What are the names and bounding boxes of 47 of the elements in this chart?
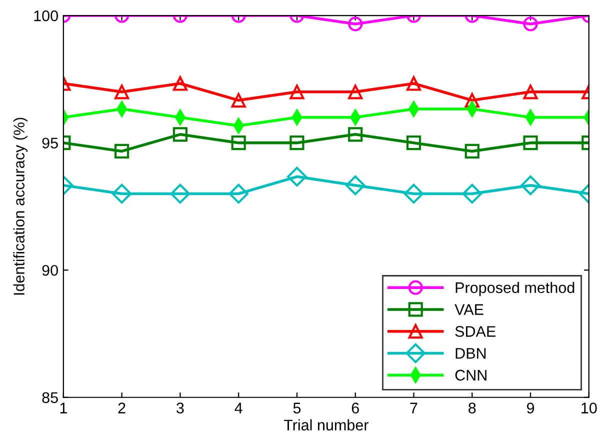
point xyxy=(290,136,304,150)
point xyxy=(290,84,304,100)
x-tick-label: 9 xyxy=(526,402,534,414)
point xyxy=(114,84,130,100)
y-tick-label: 90 xyxy=(42,264,58,276)
point xyxy=(172,127,188,142)
legend-label: VAE xyxy=(454,304,484,315)
point xyxy=(228,184,248,204)
y-tick-label: 85 xyxy=(42,392,58,404)
point xyxy=(345,175,366,196)
point xyxy=(112,184,132,204)
point xyxy=(462,184,482,204)
point xyxy=(348,16,363,32)
x-tick-label: 10 xyxy=(582,402,597,414)
legend-label: DBN xyxy=(456,348,486,359)
x-axis-title: Trial number xyxy=(284,419,368,430)
point xyxy=(231,136,246,150)
legend-label: CNN xyxy=(455,370,486,381)
x-tick-label: 3 xyxy=(176,402,184,414)
point xyxy=(464,93,480,108)
x-tick-label: 7 xyxy=(410,402,418,414)
x-tick-label: 1 xyxy=(60,402,67,414)
legend-label: Proposed method xyxy=(456,282,574,296)
point xyxy=(348,84,363,100)
point xyxy=(523,136,538,150)
point xyxy=(404,184,424,204)
point xyxy=(172,76,188,91)
x-tick-label: 2 xyxy=(118,402,126,414)
point xyxy=(406,76,422,91)
point xyxy=(523,16,538,32)
point xyxy=(287,166,307,187)
point xyxy=(231,93,246,108)
x-tick-label: 6 xyxy=(352,402,359,414)
point xyxy=(523,84,538,100)
y-tick-label: 100 xyxy=(34,10,58,22)
x-tick-label: 4 xyxy=(234,402,242,414)
x-tick-label: 5 xyxy=(293,402,301,414)
point xyxy=(520,175,540,196)
x-tick-label: 8 xyxy=(468,402,476,414)
y-tick-label: 95 xyxy=(42,138,58,149)
point xyxy=(464,144,480,159)
point xyxy=(114,144,130,159)
y-axis-title: Identification accuracy (%) xyxy=(13,118,28,295)
point xyxy=(406,136,422,150)
legend-label: SDAE xyxy=(455,326,496,337)
point xyxy=(348,127,363,142)
point xyxy=(170,184,190,204)
